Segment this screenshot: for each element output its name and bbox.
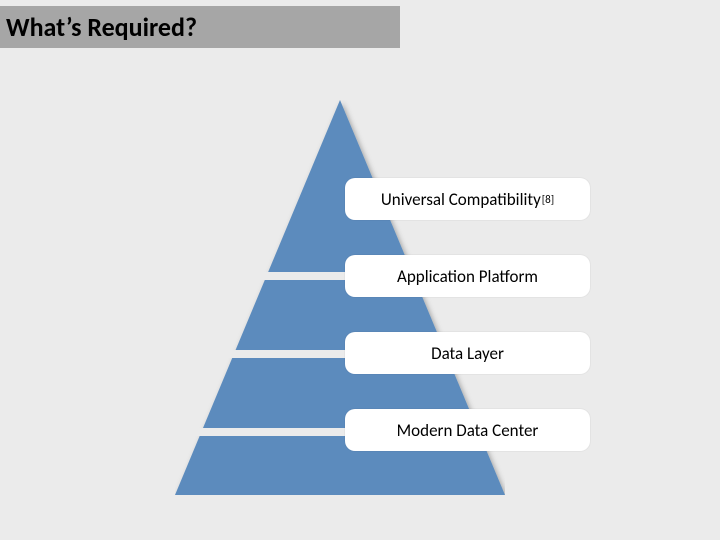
pyramid-label-sup: [8] [542, 192, 554, 206]
pyramid-label-0: Universal Compatibility[8] [345, 178, 590, 220]
pyramid-label-3: Modern Data Center [345, 409, 590, 451]
title-bar: What’s Required? [0, 6, 400, 48]
pyramid-label-2: Data Layer [345, 332, 590, 374]
slide-title: What’s Required? [6, 11, 197, 43]
pyramid-label-1: Application Platform [345, 255, 590, 297]
slide: What’s Required? Universal Compatibility… [0, 0, 720, 540]
pyramid-label-text: Data Layer [431, 343, 504, 364]
pyramid-label-text: Application Platform [397, 266, 538, 287]
pyramid-label-text: Modern Data Center [397, 420, 539, 441]
pyramid-label-text: Universal Compatibility [381, 189, 541, 210]
